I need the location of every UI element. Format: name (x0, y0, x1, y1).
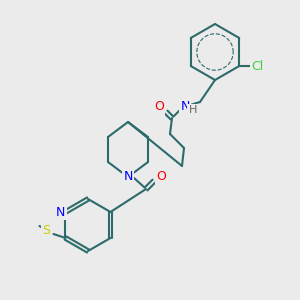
Text: O: O (154, 100, 164, 113)
Text: O: O (156, 169, 166, 182)
Text: N: N (123, 170, 133, 184)
Text: Cl: Cl (251, 59, 263, 73)
Text: N: N (56, 206, 65, 218)
Text: H: H (189, 105, 197, 115)
Text: S: S (43, 224, 50, 236)
Text: N: N (180, 100, 190, 112)
